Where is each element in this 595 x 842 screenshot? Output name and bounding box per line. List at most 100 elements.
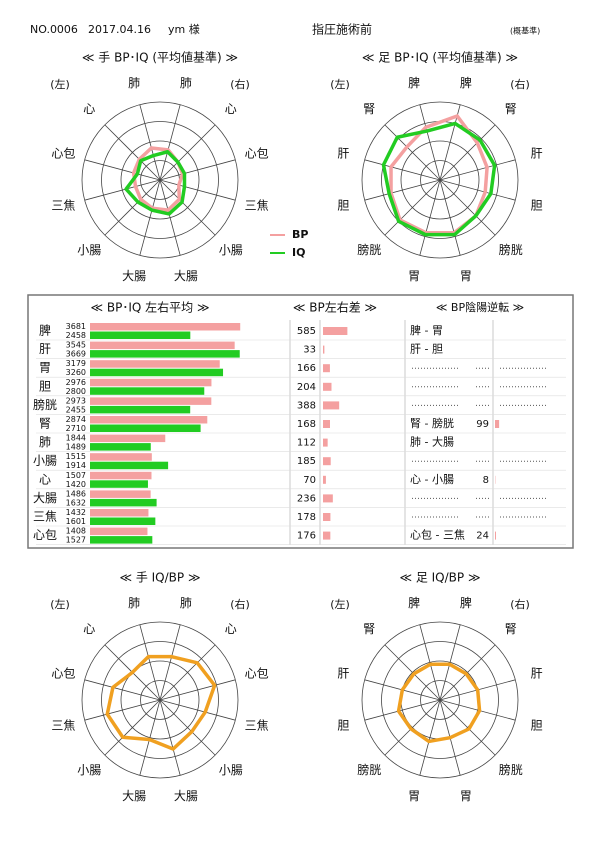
diff-bar	[323, 401, 340, 410]
axis-label: 心包	[51, 667, 75, 681]
client-name: ym 様	[168, 22, 200, 36]
spoke	[159, 699, 236, 721]
iq-bar	[90, 387, 205, 395]
ring	[81, 621, 239, 779]
spoke	[159, 699, 181, 776]
bp-value: 1486	[66, 489, 86, 498]
side-label: (左)	[50, 598, 70, 611]
reversal-pair: 腎 - 膀胱	[410, 416, 454, 430]
spoke	[84, 679, 161, 701]
date: 2017.04.16	[88, 23, 151, 36]
axis-label: 大腸	[122, 269, 146, 283]
diff-bar	[323, 327, 348, 335]
axis-label: 脾	[460, 595, 472, 610]
bp-value: 3545	[66, 341, 86, 350]
reversal-pair: 脾 - 胃	[410, 323, 443, 337]
spoke	[384, 644, 441, 701]
bp-bar	[90, 453, 152, 461]
axis-label: 胃	[408, 269, 420, 283]
axis-label: 心包	[245, 147, 269, 161]
axis-label: 腎	[363, 622, 375, 636]
axis-label: 膀胱	[499, 242, 523, 257]
ring	[420, 160, 460, 200]
organ-label: 腎	[39, 417, 51, 431]
organ-label: 肝	[39, 342, 51, 356]
spoke	[159, 644, 216, 701]
axis-label: 三焦	[51, 198, 75, 212]
ring	[400, 140, 480, 220]
axis-label: 膀胱	[357, 762, 381, 777]
iq-value: 3260	[66, 368, 86, 377]
axis-label: 胆	[337, 718, 349, 732]
iq-bar	[90, 443, 151, 451]
axis-label: 三焦	[51, 718, 75, 732]
series-line	[131, 146, 185, 212]
series-line	[389, 114, 489, 235]
bp-value: 1408	[66, 527, 86, 536]
iq-value: 1632	[66, 498, 86, 507]
spoke	[159, 624, 181, 701]
iq-value: 3669	[66, 350, 86, 359]
diff-bar	[323, 531, 331, 540]
axis-label: 三焦	[245, 718, 269, 732]
spoke	[439, 624, 461, 701]
series-line	[381, 121, 497, 237]
spoke	[159, 179, 181, 256]
spoke	[364, 699, 441, 721]
spoke	[419, 699, 441, 776]
axis-label: 肝	[531, 667, 543, 681]
spoke	[384, 699, 441, 756]
diff-bar	[323, 494, 333, 503]
iq-bar	[90, 368, 224, 377]
diff-value: 185	[297, 456, 316, 467]
side-label: (右)	[230, 597, 250, 611]
side-label: (左)	[50, 78, 70, 91]
chart-title: ≪ 手 IQ/BP ≫	[119, 571, 200, 585]
axis-label: 肺	[180, 596, 192, 610]
iq-value: 1489	[66, 443, 86, 452]
spoke	[139, 104, 161, 181]
iq-value: 1420	[66, 480, 86, 489]
ring	[120, 140, 200, 220]
bp-value: 2973	[66, 396, 86, 405]
iq-value: 1601	[66, 517, 86, 526]
axis-label: 小腸	[219, 763, 243, 777]
axis-label: 腎	[505, 102, 517, 116]
axis-label: 脾	[408, 595, 420, 610]
diff-value: 166	[297, 363, 316, 374]
series-line	[105, 654, 217, 751]
organ-label: 心	[39, 472, 51, 486]
diff-value: 33	[303, 345, 316, 356]
side-label: (右)	[510, 597, 530, 611]
organ-label: 三焦	[33, 510, 57, 524]
axis-label: 腎	[505, 622, 517, 636]
diff-value: 388	[297, 400, 316, 411]
axis-label: 心	[83, 102, 95, 116]
iq-value: 2458	[66, 331, 86, 340]
spoke	[159, 159, 236, 181]
reversal-pair: 心 - 小腸	[410, 473, 454, 486]
diff-bar	[323, 345, 325, 354]
organ-label: 大腸	[33, 491, 57, 505]
iq-value: 1914	[66, 461, 86, 470]
section-title: ≪ BP左右差 ≫	[293, 300, 377, 315]
iq-bar	[90, 461, 169, 470]
ring	[81, 101, 239, 259]
diff-value: 178	[297, 512, 316, 523]
axis-label: 膀胱	[357, 242, 381, 257]
ring	[361, 101, 519, 259]
spoke	[104, 124, 161, 181]
section-title: ≪ BP陰陽逆転 ≫	[436, 300, 524, 314]
series-line	[124, 149, 187, 216]
side-label: (左)	[330, 78, 350, 91]
axis-label: 肝	[337, 147, 349, 161]
axis-label: 肺	[128, 76, 140, 90]
bp-bar	[90, 416, 208, 424]
table-frame	[27, 294, 574, 549]
ring	[101, 121, 219, 239]
spoke	[439, 124, 496, 181]
organ-label: 小腸	[33, 454, 57, 468]
spoke	[384, 179, 441, 236]
bp-bar	[90, 490, 151, 498]
axis-label: 大腸	[122, 789, 146, 803]
